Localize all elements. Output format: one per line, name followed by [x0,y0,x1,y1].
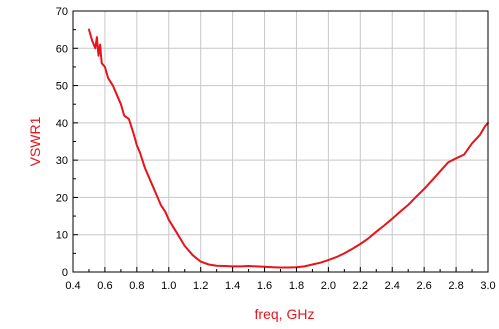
x-tick-label: 1.2 [193,280,208,292]
y-tick-label: 70 [56,6,68,18]
x-tick-label: 2.0 [321,280,336,292]
y-tick-label: 20 [56,192,68,204]
axis-ticks [72,10,489,273]
y-tick-label: 10 [56,230,68,242]
x-tick-label: 2.2 [353,280,368,292]
y-tick-label: 0 [62,267,68,279]
x-tick-label: 2.8 [448,280,463,292]
y-tick-label: 60 [56,43,68,55]
x-tick-labels: 0.4 0.6 0.8 1.0 1.2 1.4 1.6 1.8 2.0 2.2 2.4 2.6 2.8 3… [65,280,495,292]
x-tick-label: 1.0 [161,280,176,292]
x-tick-label: 1.4 [225,280,240,292]
series-layer [88,28,489,269]
x-tick-label: 2.6 [417,280,432,292]
y-tick-label: 30 [56,155,68,167]
x-axis-title: freq, GHz [255,306,315,322]
y-tick-labels: 0 10 20 30 40 50 60 70 [56,6,68,279]
x-tick-label: 0.8 [129,280,144,292]
x-tick-label: 0.4 [65,280,80,292]
x-tick-label: 2.4 [385,280,400,292]
x-tick-label: 1.6 [257,280,272,292]
y-tick-label: 40 [56,118,68,130]
x-tick-label: 0.6 [97,280,112,292]
series-line-0 [88,28,489,269]
y-axis-title: VSWR1 [27,116,43,166]
y-tick-label: 50 [56,81,68,93]
x-tick-label: 1.8 [289,280,304,292]
x-tick-label: 3.0 [480,280,495,292]
